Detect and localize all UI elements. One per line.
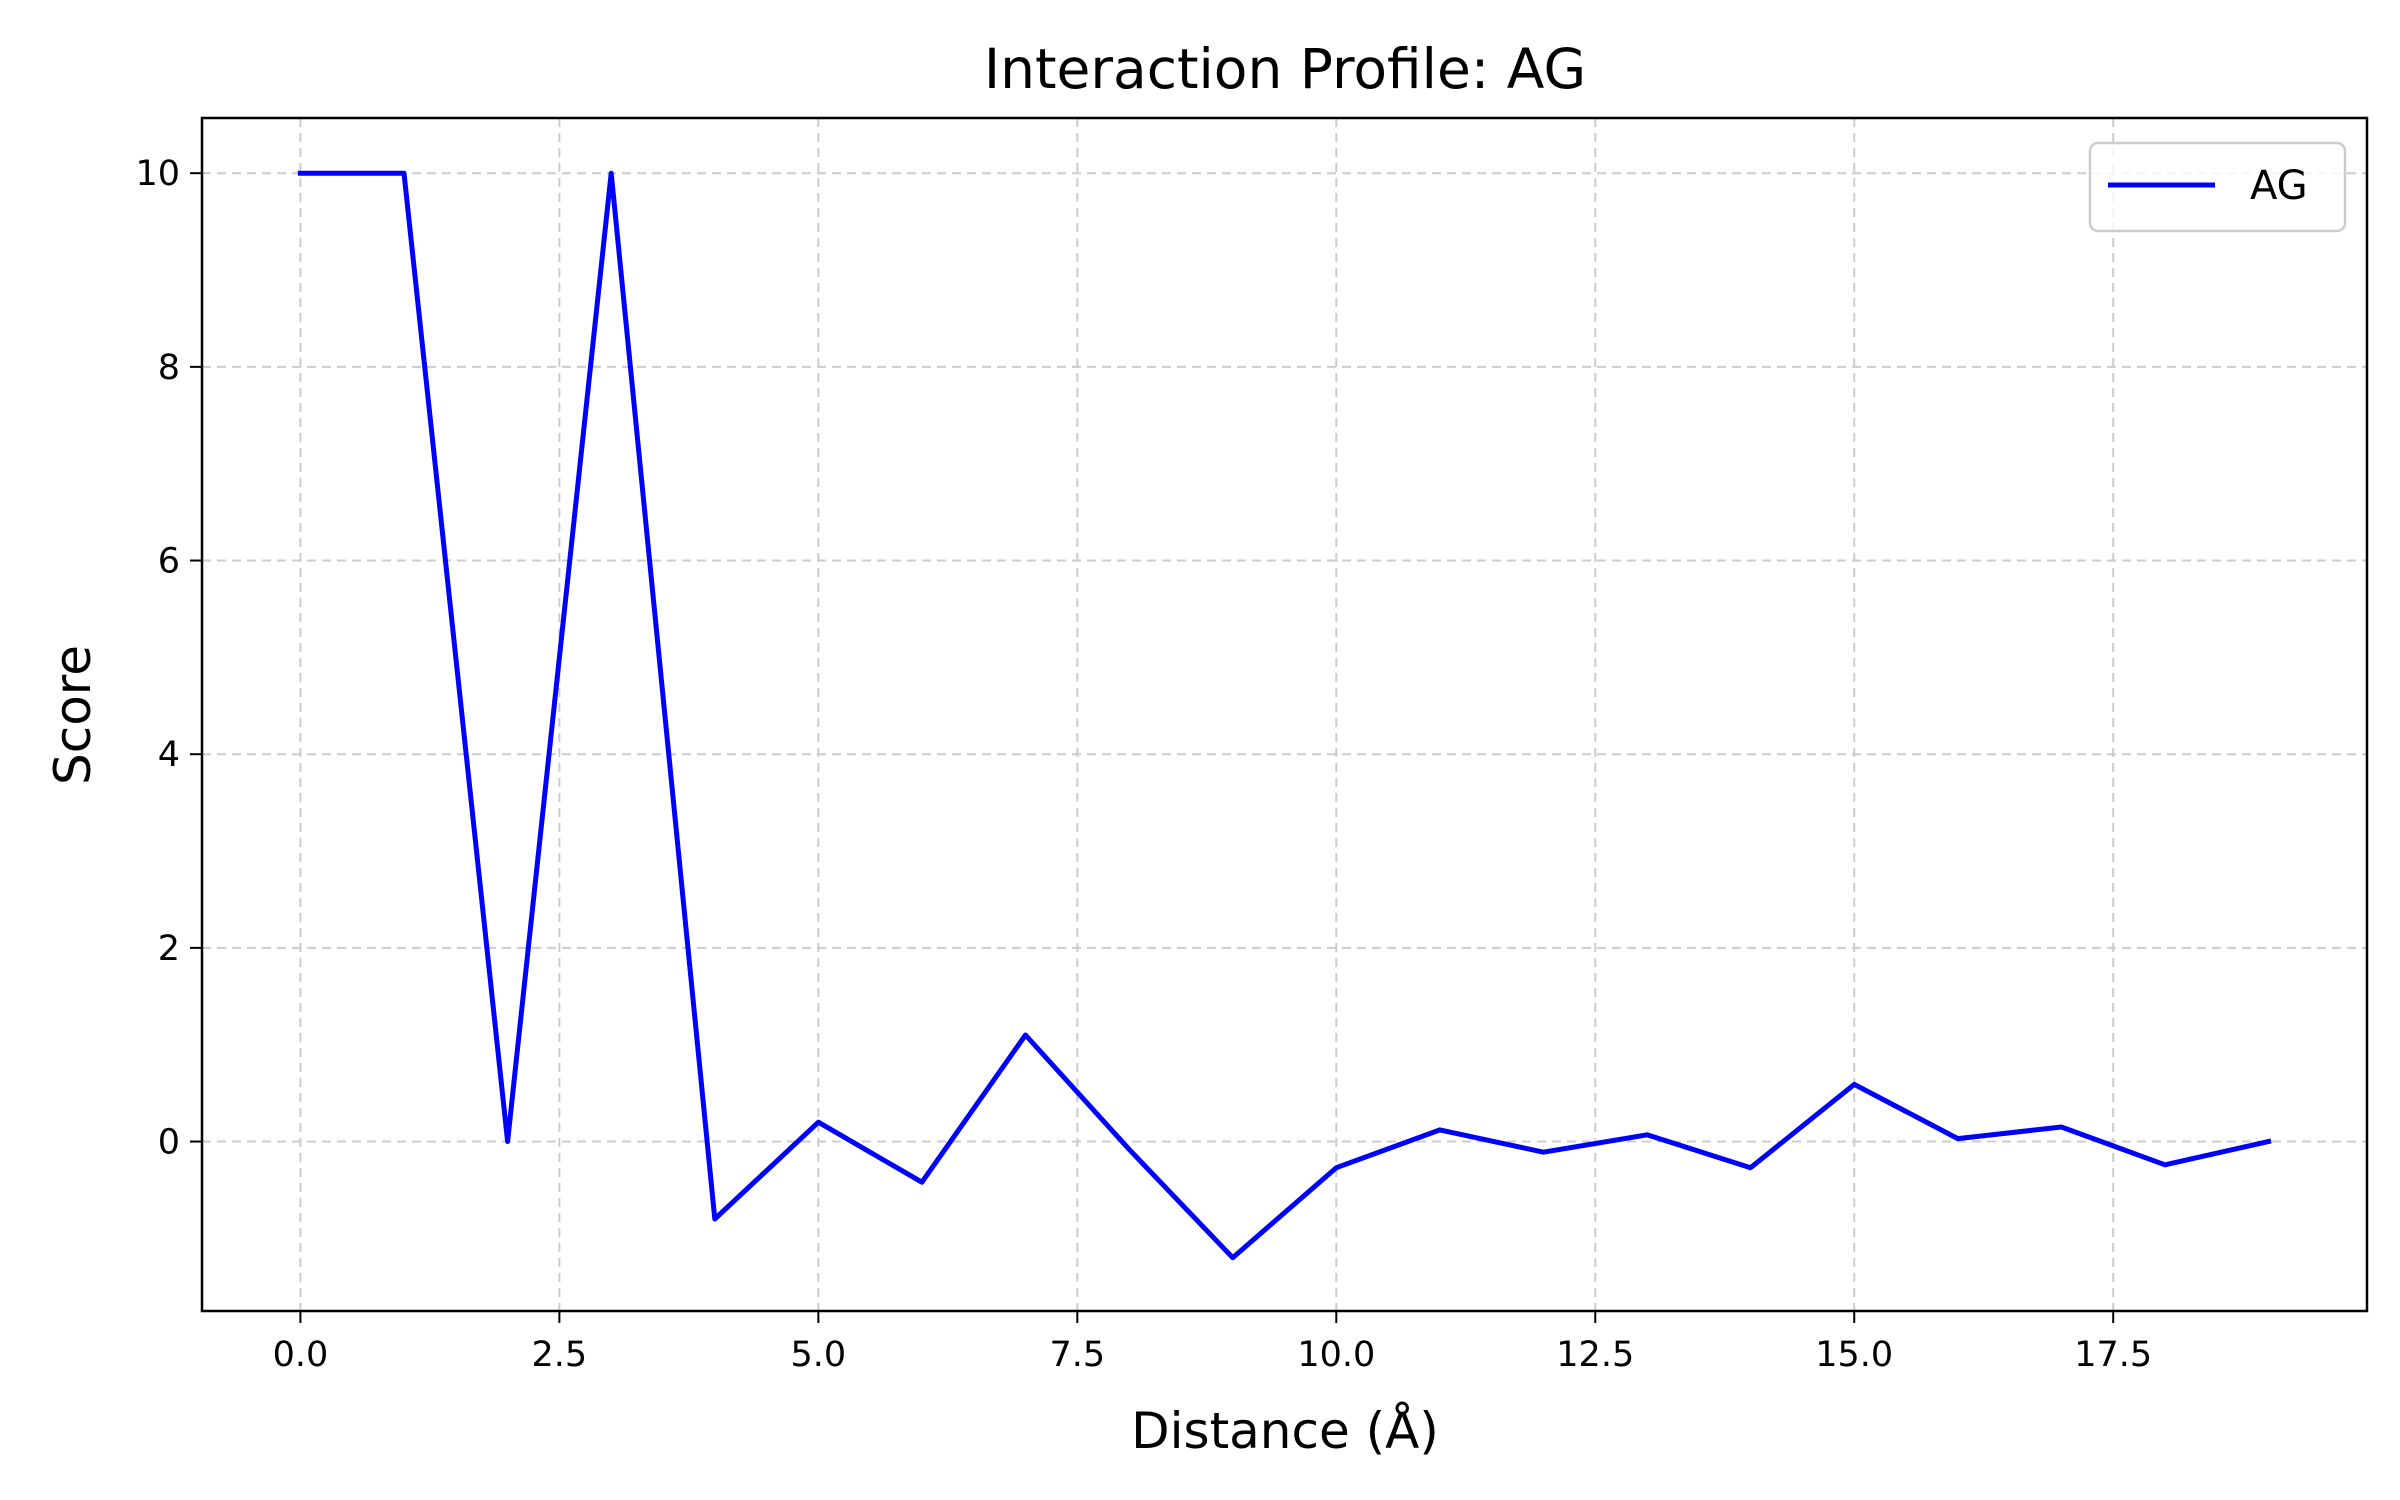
grid — [202, 118, 2367, 1311]
x-tick-label: 0.0 — [273, 1335, 329, 1375]
x-tick-label: 7.5 — [1049, 1335, 1105, 1375]
legend: AG — [2088, 141, 2347, 233]
x-tick-label: 12.5 — [1556, 1335, 1634, 1375]
legend-box — [2088, 141, 2347, 233]
x-tick-label: 5.0 — [791, 1335, 847, 1375]
series-line-ag — [297, 170, 2272, 1261]
y-axis-label: Score — [44, 645, 102, 785]
y-axis: 0 2 4 6 8 10 — [135, 154, 202, 1163]
chart-title: Interaction Profile: AG — [984, 37, 1586, 101]
plot-area-frame — [200, 116, 2369, 1313]
series-layer — [297, 170, 2272, 1261]
x-tick-label: 10.0 — [1297, 1335, 1375, 1375]
x-axis-label: Distance (Å) — [1131, 1402, 1439, 1460]
y-tick-label: 10 — [135, 154, 180, 194]
x-tick-label: 17.5 — [2074, 1335, 2152, 1375]
x-tick-label: 15.0 — [1815, 1335, 1893, 1375]
y-tick-label: 0 — [158, 1123, 180, 1163]
y-tick-label: 2 — [158, 929, 180, 969]
y-tick-label: 4 — [158, 735, 180, 775]
y-tick-label: 8 — [158, 348, 180, 388]
x-axis: 0.0 2.5 5.0 7.5 10.0 12.5 15.0 17.5 — [273, 1311, 2152, 1375]
y-tick-label: 6 — [158, 542, 180, 582]
legend-label-ag: AG — [2250, 163, 2308, 209]
x-tick-label: 2.5 — [532, 1335, 588, 1375]
